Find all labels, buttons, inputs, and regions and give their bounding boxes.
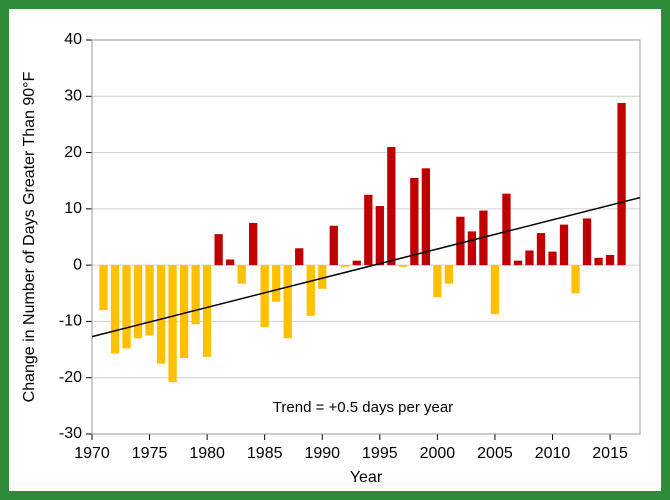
x-tick-label: 1990 [304,445,340,462]
bar [202,265,212,357]
bar [329,225,338,266]
bar [260,265,269,328]
bar [490,265,500,315]
x-tick-label: 1970 [74,445,110,462]
bar [617,103,626,266]
x-tick-label: 2015 [592,445,628,462]
bar [444,265,454,284]
plot-frame [91,39,641,435]
bar [272,265,281,302]
x-tick-label: 2005 [477,445,513,462]
x-tick-label: 1975 [132,445,168,462]
y-tick-label: 30 [64,88,82,105]
bar [133,265,143,339]
x-tick-label: 1995 [362,445,398,462]
bar [341,265,350,267]
bar [214,234,223,266]
bar [513,260,523,266]
bar [156,265,166,364]
annotation: Trend = +0.5 days per year [273,399,453,416]
y-tick-label: -30 [59,425,82,442]
x-axis-label: Year [350,469,383,486]
bar [559,224,569,266]
bar [179,265,189,359]
x-tick-label: 2010 [535,445,571,462]
bar [502,193,511,266]
bar [433,265,442,298]
y-axis-label: Change in Number of Days Greater Than 90… [21,71,38,402]
bar [605,255,615,266]
bar [375,206,384,266]
x-tick-label: 1980 [189,445,225,462]
bar [456,216,465,266]
y-tick-label: 40 [64,31,82,48]
bar [410,177,419,266]
bar [191,265,200,325]
bar [110,265,120,354]
bar [249,222,258,266]
bar [398,265,407,267]
y-tick-label: 20 [64,144,82,161]
bar [536,233,546,266]
y-tick-label: -10 [59,313,82,330]
bar [99,265,108,311]
bar [467,231,477,266]
bar [525,250,534,266]
bar [571,265,580,294]
bar [306,265,315,316]
bar [122,265,131,349]
bar [226,259,235,266]
bar [594,257,603,266]
bar [387,146,396,266]
bar [295,248,304,266]
bar [237,265,246,284]
bar [364,194,373,266]
bar [145,265,154,336]
bar [582,218,592,266]
y-tick-label: -20 [59,369,82,386]
y-tick-label: 10 [64,200,82,217]
bar [283,265,292,339]
bar [318,265,327,289]
trend-line [91,196,641,338]
bar [421,168,431,266]
bar [168,265,177,383]
x-tick-label: 1985 [247,445,283,462]
y-tick-label: 0 [73,256,82,273]
bar [352,260,361,266]
bar [548,251,557,266]
x-tick-label: 2000 [420,445,456,462]
